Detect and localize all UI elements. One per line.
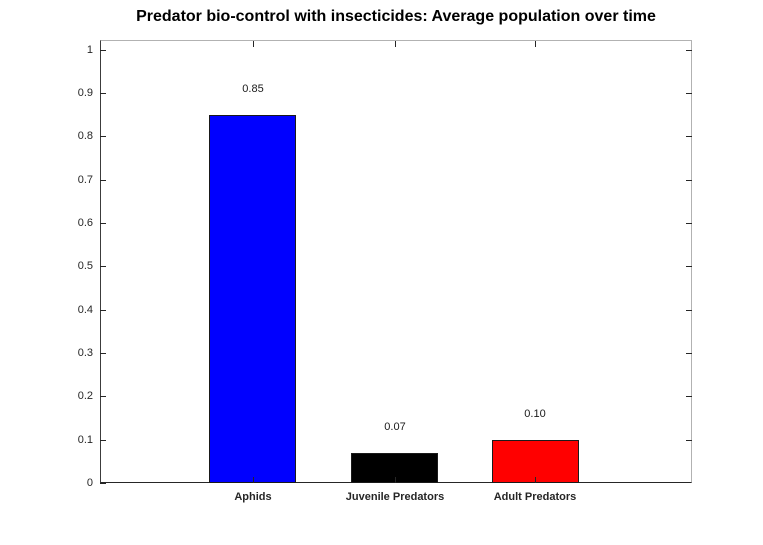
y-tick-right bbox=[686, 353, 692, 354]
y-tick-right bbox=[686, 396, 692, 397]
x-tick-top bbox=[535, 41, 536, 47]
y-tick-left bbox=[100, 310, 106, 311]
x-category-label-adult-predators: Adult Predators bbox=[493, 491, 577, 503]
y-tick-label: 0.7 bbox=[77, 174, 93, 186]
y-tick-right bbox=[686, 223, 692, 224]
y-tick-label: 0.5 bbox=[77, 260, 93, 272]
y-tick-left bbox=[100, 266, 106, 267]
plot-area bbox=[100, 40, 692, 483]
bar-value-label-juvenile-predators: 0.07 bbox=[384, 421, 406, 433]
y-tick-right bbox=[686, 180, 692, 181]
y-tick-label: 0 bbox=[86, 477, 93, 489]
y-tick-left bbox=[100, 50, 106, 51]
bar-value-label-adult-predators: 0.10 bbox=[524, 408, 546, 420]
chart-title: Predator bio-control with insecticides: … bbox=[136, 8, 656, 25]
y-tick-left bbox=[100, 223, 106, 224]
y-tick-label: 0.1 bbox=[77, 434, 93, 446]
y-tick-left bbox=[100, 353, 106, 354]
bar-value-label-aphids: 0.85 bbox=[242, 83, 264, 95]
y-tick-label: 0.4 bbox=[77, 304, 93, 316]
x-tick-top bbox=[395, 41, 396, 47]
y-tick-left bbox=[100, 396, 106, 397]
y-tick-left bbox=[100, 483, 106, 484]
y-tick-left bbox=[100, 180, 106, 181]
bar-juvenile-predators bbox=[351, 453, 438, 483]
y-tick-right bbox=[686, 50, 692, 51]
y-tick-right bbox=[686, 93, 692, 94]
y-tick-label: 0.6 bbox=[77, 217, 93, 229]
bar-aphids bbox=[209, 115, 296, 483]
x-tick-top bbox=[253, 41, 254, 47]
x-category-label-juvenile-predators: Juvenile Predators bbox=[345, 491, 445, 503]
y-tick-left bbox=[100, 136, 106, 137]
x-tick-bottom bbox=[253, 477, 254, 483]
y-tick-right bbox=[686, 440, 692, 441]
x-tick-bottom bbox=[395, 477, 396, 483]
y-tick-label: 0.2 bbox=[77, 390, 93, 402]
x-tick-bottom bbox=[535, 477, 536, 483]
x-category-label-aphids: Aphids bbox=[234, 491, 272, 503]
y-tick-label: 0.3 bbox=[77, 347, 93, 359]
y-tick-right bbox=[686, 136, 692, 137]
y-tick-right bbox=[686, 310, 692, 311]
y-tick-label: 0.9 bbox=[77, 87, 93, 99]
y-tick-left bbox=[100, 93, 106, 94]
y-tick-label: 0.8 bbox=[77, 130, 93, 142]
y-tick-right bbox=[686, 266, 692, 267]
y-tick-label: 1 bbox=[86, 44, 93, 56]
y-tick-left bbox=[100, 440, 106, 441]
